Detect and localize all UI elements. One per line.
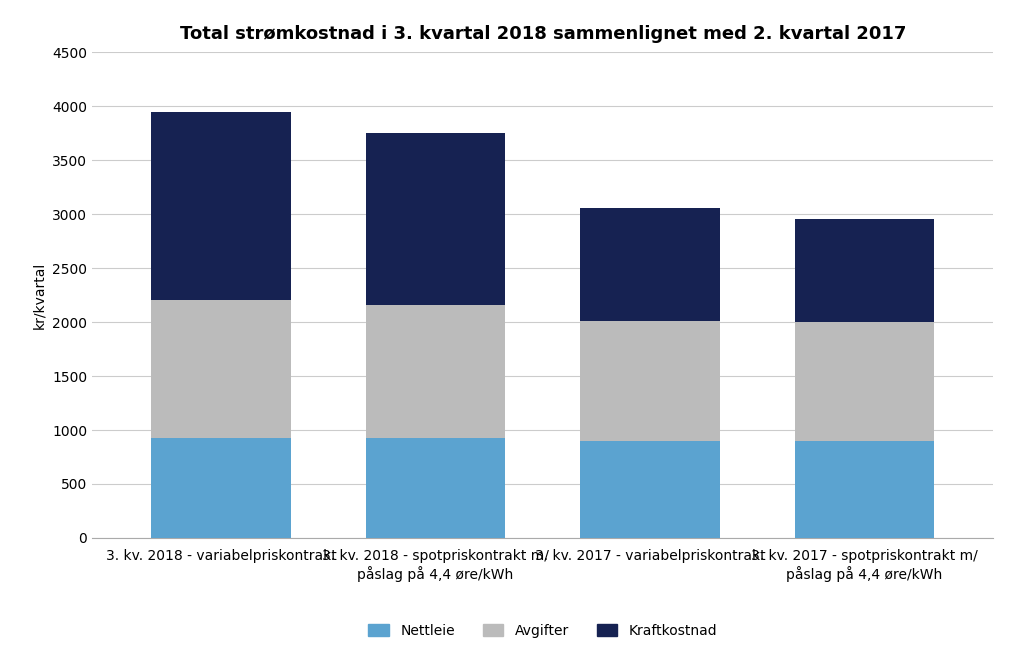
Bar [152, 300, 291, 438]
Bar [795, 441, 934, 538]
Bar [366, 133, 505, 305]
Bar [795, 218, 934, 322]
Bar [581, 321, 720, 441]
Bar [152, 112, 291, 300]
Bar [366, 305, 505, 438]
Bar [795, 322, 934, 441]
Y-axis label: kr/kvartal: kr/kvartal [33, 262, 47, 329]
Bar [366, 438, 505, 538]
Bar [581, 441, 720, 538]
Bar [581, 208, 720, 321]
Bar [152, 438, 291, 538]
Legend: Nettleie, Avgifter, Kraftkostnad: Nettleie, Avgifter, Kraftkostnad [369, 624, 717, 638]
Title: Total strømkostnad i 3. kvartal 2018 sammenlignet med 2. kvartal 2017: Total strømkostnad i 3. kvartal 2018 sam… [179, 24, 906, 43]
